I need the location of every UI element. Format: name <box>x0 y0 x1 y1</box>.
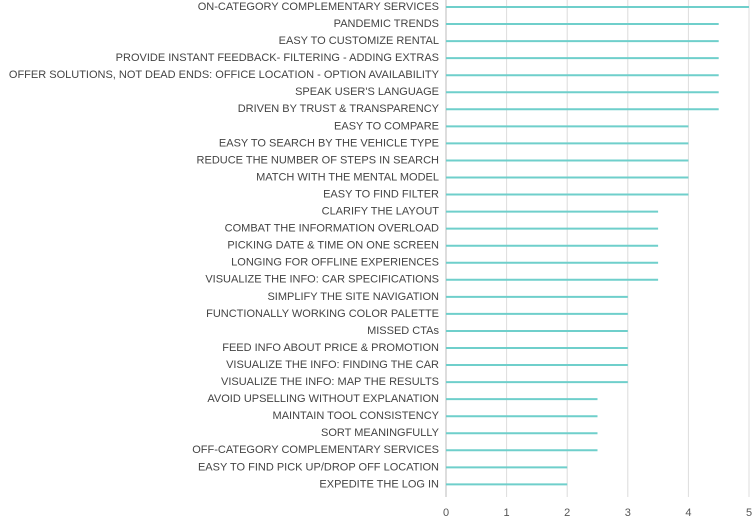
category-label: ON-CATEGORY COMPLEMENTARY SERVICES <box>198 1 439 13</box>
category-label: EASY TO COMPARE <box>334 120 439 132</box>
category-label: SORT MEANINGFULLY <box>321 427 440 439</box>
x-tick-label: 2 <box>564 507 570 519</box>
category-label: REDUCE THE NUMBER OF STEPS IN SEARCH <box>197 154 439 166</box>
x-axis-ticks: 0 1 2 3 4 5 <box>443 507 752 519</box>
category-label: MISSED CTAs <box>367 325 439 337</box>
category-label: COMBAT THE INFORMATION OVERLOAD <box>225 223 439 235</box>
category-label: AVOID UPSELLING WITHOUT EXPLANATION <box>207 393 439 405</box>
category-label: PICKING DATE & TIME ON ONE SCREEN <box>227 240 439 252</box>
category-label: VISUALIZE THE INFO: CAR SPECIFICATIONS <box>205 274 439 286</box>
category-label: PANDEMIC TRENDS <box>334 18 439 30</box>
category-label: OFFER SOLUTIONS, NOT DEAD ENDS: OFFICE L… <box>9 69 440 81</box>
category-label: VISUALIZE THE INFO: FINDING THE CAR <box>226 359 439 371</box>
category-label: PROVIDE INSTANT FEEDBACK- FILTERING - AD… <box>116 52 439 64</box>
category-label: FUNCTIONALLY WORKING COLOR PALETTE <box>206 308 439 320</box>
category-label: EASY TO CUSTOMIZE RENTAL <box>279 35 439 47</box>
category-label: VISUALIZE THE INFO: MAP THE RESULTS <box>221 376 439 388</box>
category-labels: ON-CATEGORY COMPLEMENTARY SERVICES PANDEM… <box>9 1 440 490</box>
category-label: EASY TO SEARCH BY THE VEHICLE TYPE <box>219 137 439 149</box>
category-label: CLARIFY THE LAYOUT <box>322 206 440 218</box>
category-label: SPEAK USER'S LANGUAGE <box>295 86 439 98</box>
category-label: DRIVEN BY TRUST & TRANSPARENCY <box>238 103 440 115</box>
category-label: OFF-CATEGORY COMPLEMENTARY SERVICES <box>192 444 439 456</box>
category-label: EXPEDITE THE LOG IN <box>319 478 439 490</box>
category-label: LONGING FOR OFFLINE EXPERIENCES <box>231 257 439 269</box>
x-tick-label: 0 <box>443 507 449 519</box>
category-label: EASY TO FIND PICK UP/DROP OFF LOCATION <box>198 461 439 473</box>
x-tick-label: 1 <box>504 507 510 519</box>
x-tick-label: 4 <box>685 507 691 519</box>
category-label: MAINTAIN TOOL CONSISTENCY <box>273 410 440 422</box>
x-tick-label: 5 <box>746 507 752 519</box>
category-label: SIMPLIFY THE SITE NAVIGATION <box>267 291 439 303</box>
category-label: FEED INFO ABOUT PRICE & PROMOTION <box>222 342 439 354</box>
grid-lines <box>445 0 750 497</box>
category-label: MATCH WITH THE MENTAL MODEL <box>256 171 439 183</box>
bars <box>446 6 749 486</box>
category-label: EASY TO FIND FILTER <box>323 188 439 200</box>
x-tick-label: 3 <box>625 507 631 519</box>
